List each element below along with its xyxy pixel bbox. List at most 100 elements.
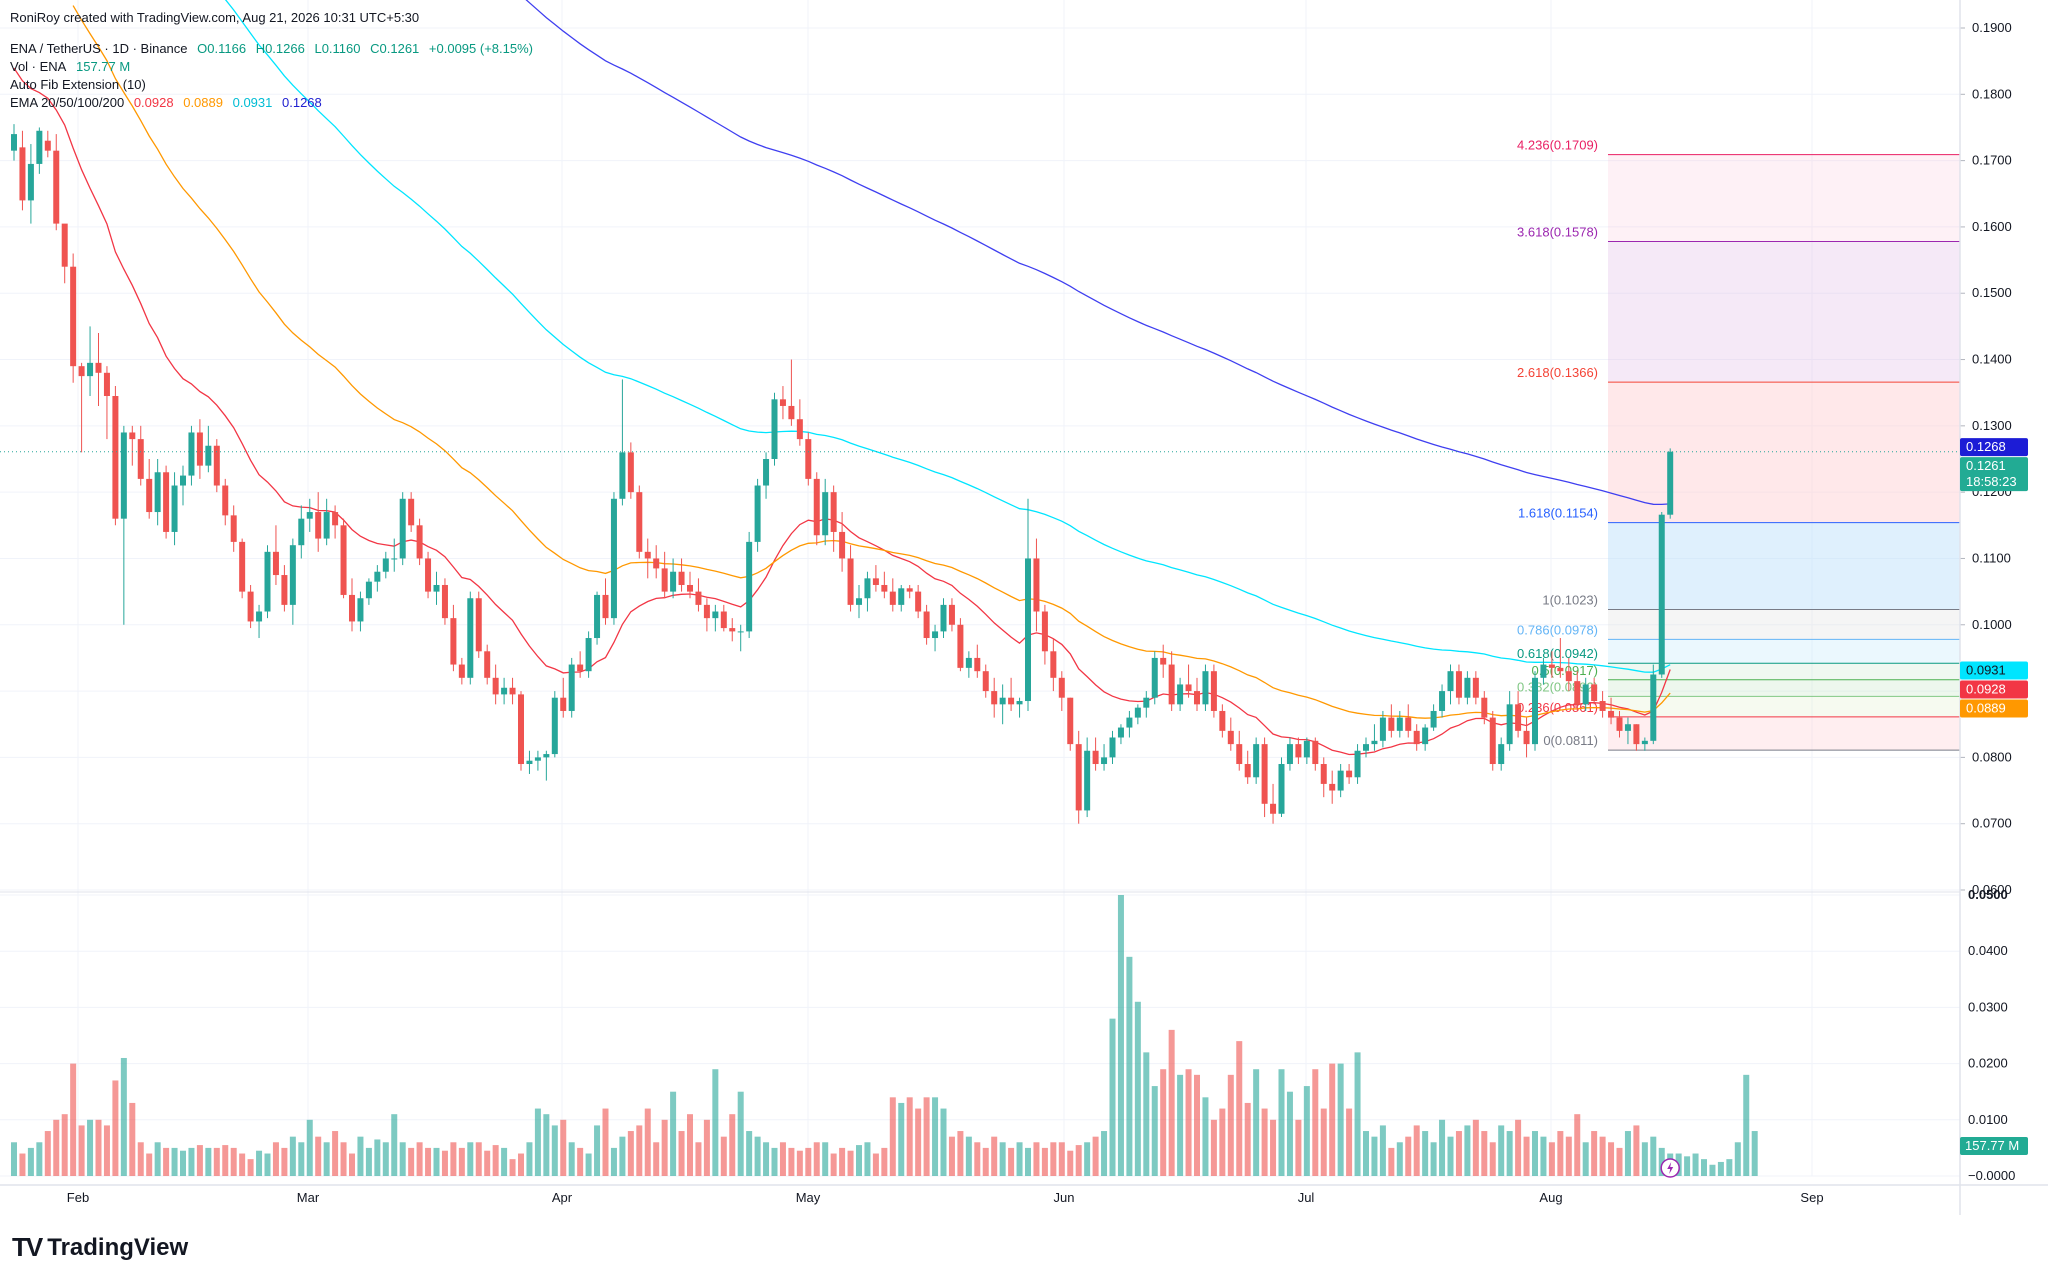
candle [1548, 651, 1555, 678]
candle [1168, 651, 1175, 711]
candle [1295, 737, 1302, 765]
candle-body [323, 512, 330, 539]
candle-body [932, 631, 939, 639]
candle [1320, 757, 1327, 798]
candle [1633, 724, 1640, 751]
volume-bar [610, 1147, 617, 1176]
candle [712, 604, 719, 632]
volume-bar [560, 1119, 567, 1176]
candle-body [729, 628, 736, 632]
candle-body [484, 651, 491, 678]
volume-bar [965, 1136, 972, 1176]
candle-body [1430, 710, 1437, 728]
candle-body [1058, 677, 1065, 698]
volume-bar [1717, 1161, 1724, 1176]
candle-body [1168, 664, 1175, 705]
candle-body [1075, 744, 1082, 811]
symbol-legend-line[interactable]: ENA / TetherUS · 1D · Binance O0.1166 H0… [10, 40, 539, 58]
volume-bar [1075, 1145, 1082, 1176]
candle [670, 558, 677, 599]
candle [1481, 691, 1488, 725]
volume-bar [813, 1142, 820, 1176]
candle [332, 505, 339, 539]
candle [1616, 710, 1623, 738]
candle [948, 598, 955, 632]
volume-bar [788, 1147, 795, 1176]
volume-bar [1346, 1108, 1353, 1176]
candle-body [213, 445, 220, 486]
candle-body [340, 525, 347, 595]
fib-legend-line[interactable]: Auto Fib Extension (10) [10, 76, 152, 94]
candle-body [1599, 701, 1606, 711]
candle [796, 399, 803, 446]
volume-bar [1574, 1114, 1581, 1176]
candlestick-series [0, 124, 1960, 824]
ema20-line [13, 67, 1671, 756]
volume-bar [1008, 1147, 1015, 1176]
tradingview-brand[interactable]: TV TradingView [12, 1232, 188, 1263]
fib-zone [1608, 663, 1960, 680]
candle [416, 518, 423, 566]
volume-bar [763, 1142, 770, 1176]
candle-body [349, 594, 355, 622]
volume-bar [1312, 1069, 1319, 1176]
candle-body [1219, 710, 1226, 731]
volume-bar [1084, 1142, 1091, 1176]
candle [1658, 512, 1665, 678]
candle-body [1439, 691, 1446, 711]
candle-body [534, 757, 541, 761]
candle [754, 478, 761, 552]
candle-body [205, 445, 212, 466]
candle [205, 425, 212, 473]
candle-body [53, 150, 60, 224]
volume-bar [720, 1136, 727, 1176]
candle-body [754, 485, 761, 542]
candle [1489, 710, 1496, 771]
volume-bar [1050, 1142, 1057, 1176]
candle-body [687, 584, 693, 592]
candle [298, 505, 305, 559]
candle [889, 578, 896, 612]
volume-bar [644, 1108, 651, 1176]
candle [1396, 710, 1403, 738]
volume-legend-line[interactable]: Vol · ENA 157.77 M [10, 58, 136, 76]
candle-body [1092, 750, 1099, 765]
volume-bar [11, 1142, 17, 1176]
candle [323, 498, 330, 546]
candle-body [1346, 770, 1353, 778]
candle-body [365, 581, 372, 599]
volume-bar [1396, 1142, 1403, 1176]
ema100-value: 0.0931 [232, 95, 273, 110]
candle-body [180, 475, 186, 486]
candle-body [1396, 717, 1403, 731]
volume-bar [796, 1150, 803, 1176]
fib-level-label: 3.618(0.1578) [1517, 225, 1598, 240]
candle [11, 124, 17, 161]
volume-bar [1532, 1131, 1538, 1176]
candle [120, 425, 127, 625]
volume-bar [974, 1142, 981, 1176]
volume-bar [323, 1142, 330, 1176]
volume-bar [881, 1147, 888, 1176]
candle-body [1117, 727, 1124, 738]
candle [932, 624, 939, 652]
price-label-text: 0.0889 [1966, 701, 2006, 716]
volume-bar [281, 1147, 288, 1176]
candle [568, 657, 575, 718]
candle [433, 571, 440, 605]
candle [898, 584, 905, 612]
candle [1109, 730, 1116, 765]
candle-body [1270, 803, 1277, 814]
candle [1075, 730, 1082, 824]
volume-bar [940, 1108, 947, 1176]
candle [1177, 677, 1184, 711]
candle-body [492, 677, 499, 695]
volume-price-label-text: 157.77 M [1965, 1138, 2019, 1153]
ema-legend-line[interactable]: EMA 20/50/100/200 0.0928 0.0889 0.0931 0… [10, 94, 328, 112]
candle [1126, 710, 1133, 738]
volume-bar [1684, 1156, 1691, 1176]
candle [458, 657, 465, 685]
candle [602, 578, 609, 625]
volume-bar [1379, 1125, 1386, 1176]
